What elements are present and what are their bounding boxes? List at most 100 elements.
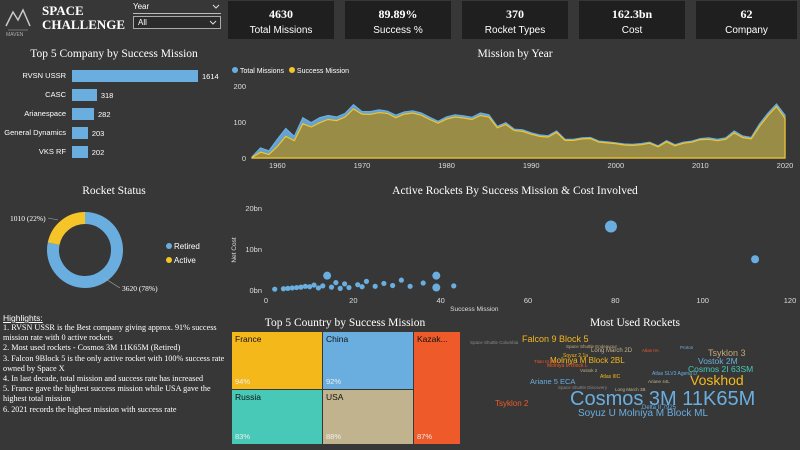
bar[interactable]: [72, 127, 88, 139]
scatter-point[interactable]: [289, 285, 295, 291]
title-line-2: CHALLENGE: [42, 17, 126, 32]
bar-value-label: 203: [91, 129, 105, 138]
cell-pct: 94%: [235, 377, 251, 386]
wordcloud-word[interactable]: Atlas SLV3 Agena D: [652, 371, 697, 377]
scatter-point[interactable]: [381, 280, 387, 287]
treemap-cell-china[interactable]: China 92%: [323, 332, 413, 389]
scatter-point[interactable]: [398, 277, 404, 283]
wordcloud-word[interactable]: Space Shuttle Discovery: [558, 385, 608, 390]
x-tick-label: 20: [349, 296, 357, 305]
treemap-cell-usa[interactable]: USA 88%: [323, 390, 413, 444]
wordcloud-word[interactable]: Cosmos 3M 11K65M: [570, 388, 756, 410]
x-tick-label: 100: [696, 296, 709, 305]
wordcloud-word[interactable]: Proton: [680, 345, 694, 350]
rocket-status-donut: 1010 (22%) 3620 (78%): [10, 212, 158, 293]
scatter-point[interactable]: [293, 284, 300, 291]
x-tick-label: 2020: [777, 161, 794, 170]
x-tick-label: 0: [264, 296, 268, 305]
wordcloud-word[interactable]: Molniya M Block L: [547, 363, 588, 369]
scatter-point[interactable]: [280, 286, 287, 292]
wordcloud-word[interactable]: Falcon 9 Block 5: [522, 334, 589, 344]
scatter-point[interactable]: [328, 284, 335, 290]
scatter-point[interactable]: [342, 281, 348, 287]
scatter-point[interactable]: [363, 278, 370, 284]
scatter-point[interactable]: [407, 283, 413, 289]
year-filter-label: Year: [133, 2, 150, 11]
scatter-point[interactable]: [333, 280, 339, 286]
wordcloud-word[interactable]: Cosmos 2I 63SM: [688, 364, 754, 374]
bar[interactable]: [72, 70, 198, 82]
bar-row[interactable]: Arianespace 282: [0, 108, 228, 122]
scatter-point[interactable]: [315, 285, 321, 291]
bar-row[interactable]: General Dynamics 203: [0, 127, 228, 141]
wordcloud-word[interactable]: Ariane 5 ECA: [530, 377, 576, 386]
highlight-item: 5. France gave the highest success missi…: [3, 384, 211, 404]
wordcloud-word[interactable]: Vostok 2M: [698, 356, 738, 366]
scatter-point[interactable]: [604, 220, 617, 233]
donut-slice-active[interactable]: [47, 212, 86, 246]
bar[interactable]: [72, 108, 94, 120]
cell-label: Russia: [235, 392, 261, 402]
scatter-point[interactable]: [272, 286, 278, 292]
scatter-point[interactable]: [432, 283, 441, 292]
scatter-point[interactable]: [320, 283, 326, 289]
bar-row[interactable]: CASC 318: [0, 89, 228, 103]
wordcloud-word[interactable]: Tsyklon 2: [495, 399, 529, 408]
year-filter-dropdown[interactable]: All: [133, 16, 221, 29]
kpi-value: 89.89%: [378, 7, 418, 21]
wordcloud-word[interactable]: Vostok 2: [580, 368, 598, 373]
scatter-point[interactable]: [432, 271, 441, 280]
year-filter-chevron-icon[interactable]: [212, 4, 220, 10]
scatter-point[interactable]: [307, 284, 313, 290]
scatter-point[interactable]: [311, 282, 317, 288]
treemap-cell-france[interactable]: France 94%: [232, 332, 322, 389]
treemap-cell-russia[interactable]: Russia 83%: [232, 390, 322, 444]
scatter-point[interactable]: [390, 282, 396, 289]
bar[interactable]: [72, 146, 88, 158]
scatter-point[interactable]: [451, 283, 457, 289]
scatter-point[interactable]: [346, 284, 352, 291]
cell-pct: 87%: [417, 432, 433, 441]
scatter-point[interactable]: [420, 280, 426, 286]
x-tick-label: 1960: [269, 161, 286, 170]
scatter-point[interactable]: [337, 285, 343, 291]
wordcloud-word[interactable]: Long March 2D: [591, 348, 633, 354]
wordcloud-word[interactable]: Molniya M Block 2BL: [550, 356, 625, 365]
bar[interactable]: [72, 89, 97, 101]
wordcloud-word[interactable]: Long March 3B: [615, 387, 646, 392]
wordcloud-word[interactable]: Delta II 7925: [642, 405, 677, 411]
highlights-title: Highlights:: [3, 313, 43, 323]
scatter-point[interactable]: [751, 255, 760, 264]
y-tick-label: 10bn: [245, 245, 262, 254]
scatter-point[interactable]: [302, 283, 308, 289]
scatter-point[interactable]: [359, 284, 365, 290]
wordcloud-word[interactable]: Space Shuttle Endeavour: [566, 344, 618, 349]
company-bar-chart: RVSN USSR 1614 CASC 318 Arianespace 282 Genera…: [0, 70, 228, 170]
treemap-cell-kazakhstan[interactable]: Kazak... 87%: [414, 332, 460, 444]
mission-by-year-title: Mission by Year: [477, 48, 553, 60]
wordcloud-word[interactable]: Tsyklon 3: [708, 348, 746, 358]
wordcloud-word[interactable]: Space Shuttle Columbia: [470, 340, 519, 345]
kpi-cost: 162.3bn Cost: [579, 1, 685, 39]
kpi-label: Success %: [373, 25, 423, 36]
bar-value-label: 202: [91, 148, 105, 157]
scatter-point[interactable]: [355, 282, 361, 288]
scatter-point[interactable]: [323, 271, 332, 280]
wordcloud-word[interactable]: Voskhod: [690, 372, 744, 388]
wordcloud-word[interactable]: Soyuz U Molniya M Block ML: [578, 408, 709, 419]
scatter-point[interactable]: [372, 283, 378, 289]
donut-slice-retired[interactable]: [47, 212, 123, 288]
wordcloud-word[interactable]: Titan III 23 C: [534, 359, 560, 364]
scatter-point[interactable]: [298, 284, 304, 290]
bar-value-label: 1614: [202, 72, 219, 81]
cell-label: Kazak...: [417, 334, 448, 344]
success-mission-area[interactable]: [251, 105, 786, 159]
x-tick-label: 60: [524, 296, 532, 305]
bar-row[interactable]: RVSN USSR 1614: [0, 70, 228, 84]
wordcloud-word[interactable]: Ariane 44L: [648, 379, 670, 384]
wordcloud-word[interactable]: Atlas IIIC: [600, 374, 621, 380]
scatter-point[interactable]: [285, 285, 291, 291]
wordcloud-word[interactable]: Soyuz 2.1a: [563, 353, 589, 359]
bar-row[interactable]: VKS RF 202: [0, 146, 228, 160]
wordcloud-word[interactable]: Atlas IIA: [642, 348, 659, 353]
